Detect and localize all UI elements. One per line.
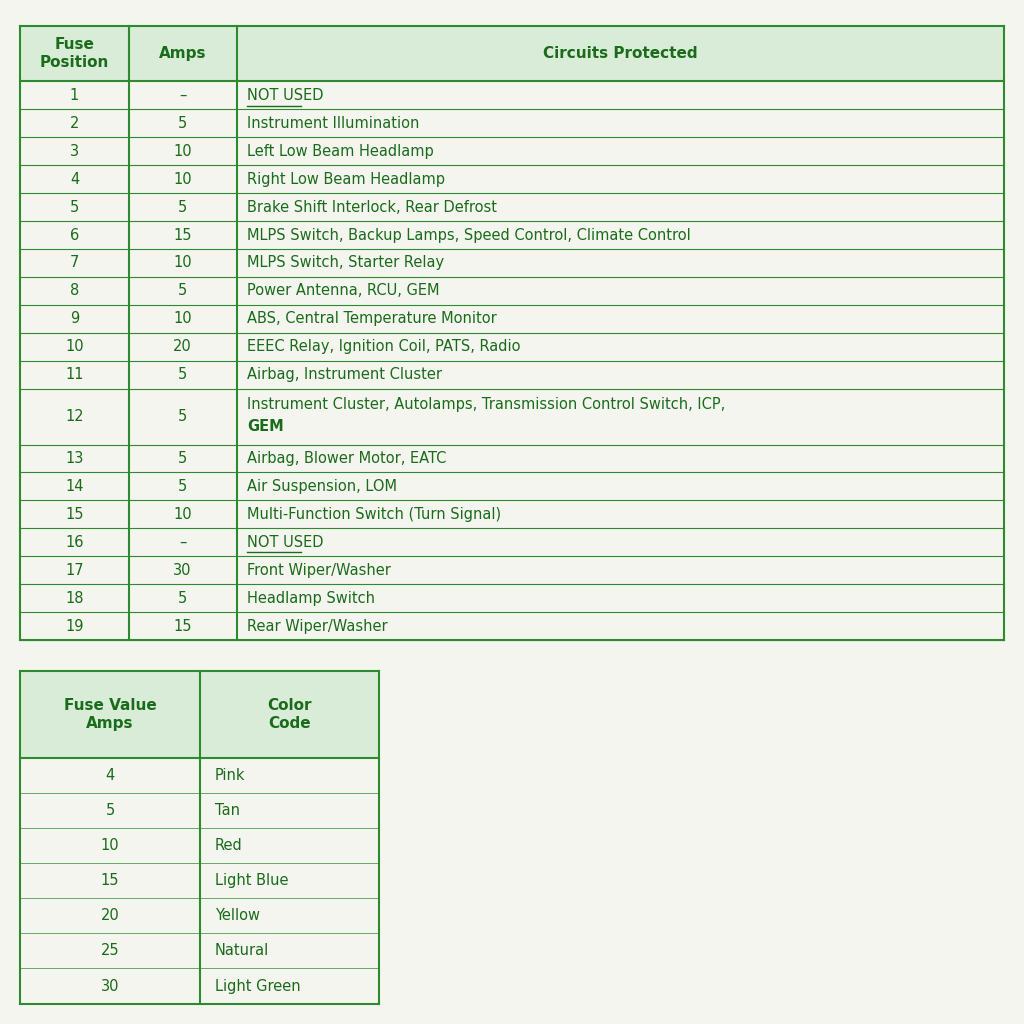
Bar	[20, 26, 1004, 82]
Text: NOT USED: NOT USED	[247, 535, 324, 550]
Text: 10: 10	[66, 339, 84, 354]
Bar	[20, 671, 379, 759]
Text: Rear Wiper/Washer: Rear Wiper/Washer	[247, 618, 388, 634]
Text: 12: 12	[66, 409, 84, 424]
Text: 14: 14	[66, 479, 84, 494]
Text: 10: 10	[173, 172, 191, 186]
Text: Front Wiper/Washer: Front Wiper/Washer	[247, 562, 391, 578]
Text: Fuse
Position: Fuse Position	[40, 37, 110, 70]
Text: 5: 5	[178, 200, 187, 215]
Text: NOT USED: NOT USED	[247, 88, 324, 103]
Text: Headlamp Switch: Headlamp Switch	[247, 591, 375, 605]
Text: 11: 11	[66, 368, 84, 382]
Text: ABS, Central Temperature Monitor: ABS, Central Temperature Monitor	[247, 311, 497, 327]
Text: 5: 5	[178, 591, 187, 605]
Text: Light Green: Light Green	[215, 979, 301, 993]
Text: Airbag, Instrument Cluster: Airbag, Instrument Cluster	[247, 368, 442, 382]
Text: 5: 5	[178, 409, 187, 424]
Text: Yellow: Yellow	[215, 908, 260, 924]
Text: 30: 30	[173, 562, 191, 578]
Text: 1: 1	[70, 88, 79, 103]
Text: EEEC Relay, Ignition Coil, PATS, Radio: EEEC Relay, Ignition Coil, PATS, Radio	[247, 339, 520, 354]
Text: Right Low Beam Headlamp: Right Low Beam Headlamp	[247, 172, 445, 186]
Text: Tan: Tan	[215, 804, 240, 818]
Text: 13: 13	[66, 451, 84, 466]
Text: 5: 5	[178, 116, 187, 131]
Text: 9: 9	[70, 311, 79, 327]
Text: Fuse Value
Amps: Fuse Value Amps	[63, 698, 157, 731]
Text: 5: 5	[178, 284, 187, 298]
Text: Color
Code: Color Code	[267, 698, 311, 731]
Text: 17: 17	[66, 562, 84, 578]
Text: 10: 10	[173, 507, 191, 522]
Text: 15: 15	[66, 507, 84, 522]
Text: Red: Red	[215, 839, 243, 853]
Text: Brake Shift Interlock, Rear Defrost: Brake Shift Interlock, Rear Defrost	[247, 200, 497, 215]
Text: 4: 4	[105, 768, 115, 783]
Text: Air Suspension, LOM: Air Suspension, LOM	[247, 479, 397, 494]
Text: Light Blue: Light Blue	[215, 873, 289, 889]
Text: MLPS Switch, Backup Lamps, Speed Control, Climate Control: MLPS Switch, Backup Lamps, Speed Control…	[247, 227, 691, 243]
Text: 10: 10	[173, 143, 191, 159]
Text: 4: 4	[70, 172, 79, 186]
Text: Airbag, Blower Motor, EATC: Airbag, Blower Motor, EATC	[247, 451, 446, 466]
Text: 8: 8	[70, 284, 79, 298]
Text: 15: 15	[173, 227, 191, 243]
Text: Instrument Cluster, Autolamps, Transmission Control Switch, ICP,: Instrument Cluster, Autolamps, Transmiss…	[247, 396, 725, 412]
Text: Pink: Pink	[215, 768, 246, 783]
Text: 25: 25	[100, 943, 120, 958]
Text: Multi-Function Switch (Turn Signal): Multi-Function Switch (Turn Signal)	[247, 507, 501, 522]
Text: 5: 5	[178, 479, 187, 494]
Text: 5: 5	[70, 200, 79, 215]
Text: 18: 18	[66, 591, 84, 605]
Text: 19: 19	[66, 618, 84, 634]
Text: 20: 20	[173, 339, 193, 354]
Text: 3: 3	[70, 143, 79, 159]
Text: Instrument Illumination: Instrument Illumination	[247, 116, 420, 131]
Text: 15: 15	[173, 618, 191, 634]
Text: Natural: Natural	[215, 943, 269, 958]
Text: GEM: GEM	[247, 419, 284, 434]
Text: 16: 16	[66, 535, 84, 550]
Text: 20: 20	[100, 908, 120, 924]
Text: 5: 5	[105, 804, 115, 818]
Text: Circuits Protected: Circuits Protected	[543, 46, 697, 61]
Text: 6: 6	[70, 227, 79, 243]
Text: Amps: Amps	[159, 46, 207, 61]
Text: 5: 5	[178, 451, 187, 466]
Text: Left Low Beam Headlamp: Left Low Beam Headlamp	[247, 143, 434, 159]
Text: –: –	[179, 88, 186, 103]
Text: 10: 10	[173, 255, 191, 270]
Text: 5: 5	[178, 368, 187, 382]
Text: –: –	[179, 535, 186, 550]
Text: 7: 7	[70, 255, 79, 270]
Text: 30: 30	[100, 979, 120, 993]
Text: Power Antenna, RCU, GEM: Power Antenna, RCU, GEM	[247, 284, 439, 298]
Text: 15: 15	[100, 873, 120, 889]
Text: 10: 10	[100, 839, 120, 853]
Text: MLPS Switch, Starter Relay: MLPS Switch, Starter Relay	[247, 255, 444, 270]
Text: 10: 10	[173, 311, 191, 327]
Text: 2: 2	[70, 116, 79, 131]
